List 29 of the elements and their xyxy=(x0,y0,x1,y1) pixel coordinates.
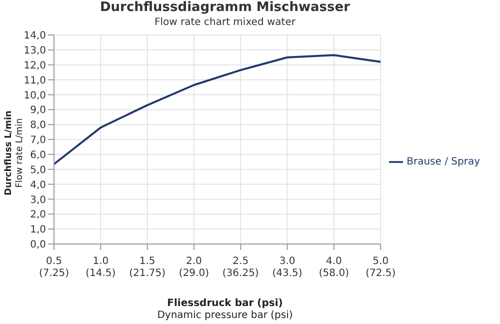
x-tick-label: 2.5 (36.25) xyxy=(222,256,259,279)
x-tick-label: 4.0 (58.0) xyxy=(318,256,350,279)
y-tick-label: 13,0 xyxy=(24,45,46,56)
legend-label: Brause / Spray xyxy=(406,156,480,168)
x-tick-label: 2.0 (29.0) xyxy=(178,256,210,279)
y-tick-label: 0,0 xyxy=(30,240,46,251)
x-tick-label: 0.5 (7.25) xyxy=(38,256,70,279)
y-tick-label: 14,0 xyxy=(24,30,46,42)
x-tick-label: 3.0 (43.5) xyxy=(272,256,302,279)
y-tick-label: 6,0 xyxy=(30,150,46,161)
y-tick-label: 4,0 xyxy=(30,180,46,191)
y-tick-label: 7,0 xyxy=(30,135,46,146)
y-tick-label: 12,0 xyxy=(24,60,46,72)
line-series xyxy=(54,54,381,166)
y-tick-label: 1,0 xyxy=(30,224,46,236)
y-tick-label: 9,0 xyxy=(30,105,46,116)
y-tick-label: 2,0 xyxy=(30,210,46,221)
x-axis-title: Fliessdruck bar (psi) Dynamic pressure bar (psi) xyxy=(157,298,293,321)
chart-title: Durchflussdiagramm Mischwasser xyxy=(98,0,351,15)
y-tick-label: 11,0 xyxy=(24,75,46,86)
x-tick-label: 1.0 (14.5) xyxy=(86,256,116,279)
x-tick-label: 1.5 (21.75) xyxy=(129,256,166,279)
y-axis-title: Durchfluss L/min Flow rate L/min xyxy=(4,110,25,196)
chart-subtitle: Flow rate chart mixed water xyxy=(154,17,296,28)
x-tick-label: 5.0 (72.5) xyxy=(366,256,396,279)
y-tick-label: 8,0 xyxy=(30,120,46,132)
y-tick-label: 10,0 xyxy=(24,90,46,102)
y-tick-label: 3,0 xyxy=(30,194,46,206)
y-tick-label: 5,0 xyxy=(30,164,46,176)
